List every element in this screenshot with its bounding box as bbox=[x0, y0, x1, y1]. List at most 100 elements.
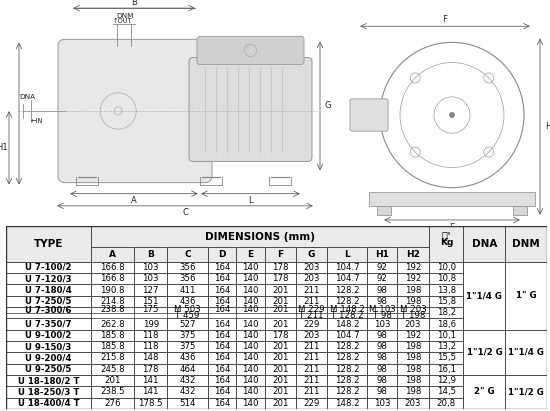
Text: 201: 201 bbox=[272, 342, 289, 351]
Bar bbox=[91, 397, 134, 409]
Bar bbox=[367, 319, 397, 330]
Bar bbox=[91, 247, 134, 262]
Bar bbox=[367, 313, 397, 319]
Text: U 9-250/5: U 9-250/5 bbox=[25, 365, 72, 374]
Bar bbox=[265, 313, 296, 319]
Text: 229: 229 bbox=[303, 399, 320, 408]
Text: U 7-100/2: U 7-100/2 bbox=[25, 263, 72, 272]
Bar bbox=[134, 341, 167, 352]
Text: 178: 178 bbox=[272, 331, 289, 340]
Text: 192: 192 bbox=[405, 274, 421, 283]
Text: 1"1/2 G: 1"1/2 G bbox=[508, 388, 544, 397]
Text: 203: 203 bbox=[405, 319, 421, 328]
Text: 215.8: 215.8 bbox=[100, 353, 125, 363]
Text: 514: 514 bbox=[179, 399, 196, 408]
Text: 164: 164 bbox=[214, 305, 230, 314]
Bar bbox=[91, 284, 134, 296]
Bar bbox=[327, 307, 367, 313]
Bar bbox=[6, 296, 91, 307]
Bar bbox=[367, 307, 397, 313]
Text: 140: 140 bbox=[243, 319, 259, 328]
Bar bbox=[397, 262, 429, 273]
Bar bbox=[134, 307, 167, 313]
Bar bbox=[429, 226, 464, 262]
Text: 198: 198 bbox=[405, 353, 421, 363]
Bar bbox=[429, 386, 464, 397]
Text: 140: 140 bbox=[243, 399, 259, 408]
Text: 214.8: 214.8 bbox=[100, 297, 125, 306]
Bar bbox=[265, 375, 296, 386]
Text: 2" G: 2" G bbox=[474, 388, 494, 397]
Text: 198: 198 bbox=[405, 365, 421, 374]
Text: 198: 198 bbox=[405, 376, 421, 385]
Bar bbox=[167, 284, 208, 296]
Bar bbox=[6, 386, 91, 397]
Bar bbox=[208, 284, 236, 296]
Text: Kg: Kg bbox=[439, 238, 453, 247]
Bar bbox=[265, 296, 296, 307]
Bar bbox=[327, 273, 367, 284]
Text: G: G bbox=[307, 250, 315, 259]
Text: 356: 356 bbox=[179, 263, 196, 272]
Bar bbox=[505, 375, 547, 409]
Text: G: G bbox=[324, 102, 331, 111]
Text: 98: 98 bbox=[377, 342, 388, 351]
Text: D: D bbox=[218, 250, 226, 259]
Bar bbox=[265, 352, 296, 364]
Text: 104.7: 104.7 bbox=[335, 274, 359, 283]
Text: F: F bbox=[277, 250, 283, 259]
Text: 203: 203 bbox=[303, 274, 320, 283]
Bar bbox=[167, 375, 208, 386]
Text: 13,8: 13,8 bbox=[437, 286, 456, 295]
Bar bbox=[236, 307, 265, 313]
Text: U 18-400/4 T: U 18-400/4 T bbox=[18, 399, 79, 408]
Bar bbox=[327, 352, 367, 364]
Text: 198: 198 bbox=[405, 388, 421, 397]
Bar bbox=[6, 341, 91, 352]
Bar bbox=[208, 375, 236, 386]
Bar bbox=[397, 284, 429, 296]
Bar bbox=[91, 262, 134, 273]
Bar bbox=[327, 330, 367, 341]
Text: M 503: M 503 bbox=[174, 305, 201, 314]
Bar bbox=[296, 307, 327, 313]
Bar bbox=[397, 319, 429, 330]
Text: 128.2: 128.2 bbox=[335, 365, 359, 374]
Bar bbox=[265, 262, 296, 273]
Bar bbox=[464, 375, 505, 409]
Bar bbox=[208, 319, 236, 330]
Text: 140: 140 bbox=[243, 388, 259, 397]
Text: 199: 199 bbox=[142, 319, 159, 328]
Text: 10,8: 10,8 bbox=[437, 274, 456, 283]
Bar bbox=[134, 313, 167, 319]
Text: 185.8: 185.8 bbox=[100, 342, 125, 351]
Text: T 98: T 98 bbox=[372, 311, 392, 320]
Text: D: D bbox=[449, 235, 455, 244]
Bar bbox=[167, 330, 208, 341]
Text: U 7-250/5: U 7-250/5 bbox=[25, 297, 72, 306]
Text: 20,8: 20,8 bbox=[437, 399, 456, 408]
Bar bbox=[397, 364, 429, 375]
Bar bbox=[367, 341, 397, 352]
Text: 192: 192 bbox=[405, 263, 421, 272]
Text: 198: 198 bbox=[405, 342, 421, 351]
Text: 229: 229 bbox=[303, 319, 320, 328]
Bar bbox=[6, 364, 91, 375]
Bar bbox=[505, 262, 547, 330]
Bar bbox=[208, 307, 236, 313]
Bar bbox=[296, 284, 327, 296]
Bar bbox=[265, 307, 296, 313]
Bar bbox=[296, 262, 327, 273]
Bar bbox=[167, 364, 208, 375]
Text: M 148.2: M 148.2 bbox=[329, 305, 365, 314]
Bar bbox=[429, 352, 464, 364]
Text: 436: 436 bbox=[179, 353, 196, 363]
Text: 140: 140 bbox=[243, 342, 259, 351]
Bar bbox=[134, 247, 167, 262]
Text: 198: 198 bbox=[405, 286, 421, 295]
Text: 164: 164 bbox=[214, 399, 230, 408]
Bar bbox=[296, 313, 327, 319]
Text: 98: 98 bbox=[377, 353, 388, 363]
Bar bbox=[208, 296, 236, 307]
Text: 211: 211 bbox=[303, 286, 320, 295]
